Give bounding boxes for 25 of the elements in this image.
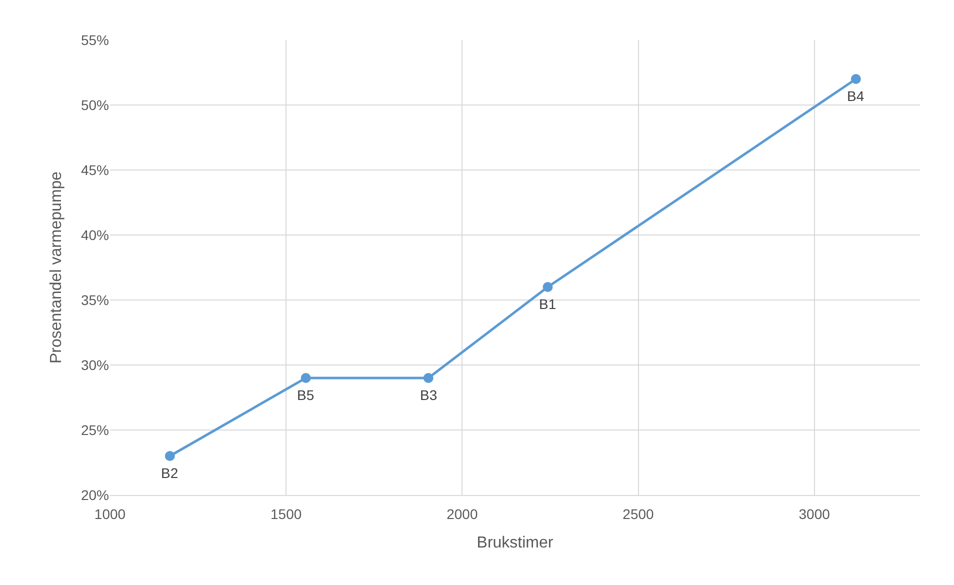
- y-tick-label: 20%: [80, 486, 109, 503]
- x-axis-title: Brukstimer: [476, 534, 554, 552]
- y-tick-label: 55%: [80, 32, 109, 48]
- y-axis-title: Prosentandel varmepumpe: [48, 171, 65, 364]
- y-tick-label: 35%: [80, 292, 109, 308]
- point: [164, 451, 175, 461]
- annotation: B5: [297, 387, 314, 403]
- annotation: B4: [847, 88, 864, 104]
- annotation: B3: [420, 387, 438, 403]
- point: [850, 74, 861, 84]
- y-tick-label: 30%: [80, 356, 109, 373]
- point: [300, 373, 311, 383]
- x-tick-label: 1500: [270, 506, 302, 522]
- x-tick-label: 1000: [94, 506, 126, 522]
- x-tick-label: 2500: [622, 506, 654, 522]
- annotation: B2: [161, 465, 178, 481]
- annotation: B1: [539, 296, 556, 312]
- x-tick-label: 3000: [798, 506, 830, 522]
- y-tick-label: 25%: [80, 422, 109, 438]
- y-tick-label: 45%: [80, 162, 109, 178]
- y-tick-label: 50%: [80, 96, 109, 113]
- x-tick-label: 2000: [446, 506, 478, 522]
- y-tick-label: 40%: [80, 226, 109, 243]
- point: [423, 373, 434, 383]
- point: [542, 282, 553, 292]
